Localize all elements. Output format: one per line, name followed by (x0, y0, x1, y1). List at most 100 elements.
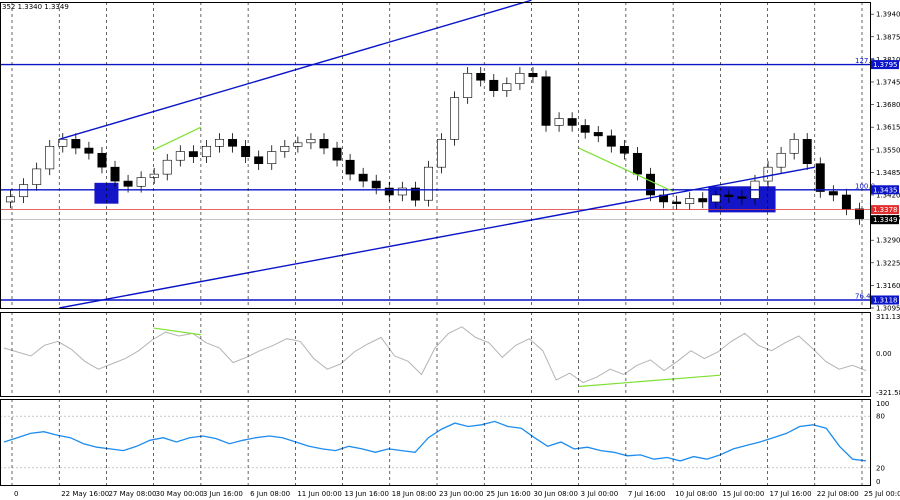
candle-body (84, 147, 94, 154)
price-level-label: 1.3795 (873, 61, 898, 69)
candle-body (541, 76, 551, 126)
rsi-pane-frame (0, 399, 871, 486)
fib-level-tag: 76.4 (855, 293, 871, 301)
candle-body (672, 201, 682, 204)
time-axis-label: 25 Jun 16:00 (486, 490, 530, 498)
price-axis-label: 1.3940 (876, 11, 900, 19)
candle-body (319, 139, 329, 149)
candle-body (58, 139, 68, 147)
candle-body (828, 191, 838, 196)
candle-body (776, 152, 786, 168)
price-axis-label: 1.3420 (876, 191, 900, 199)
candle-body (463, 72, 473, 98)
cci-axis-label: 311.138 (876, 313, 900, 321)
cci-pane-frame (0, 312, 871, 397)
candle-body (32, 168, 42, 185)
candle-body (685, 198, 695, 204)
candle-body (254, 156, 264, 164)
candle-body (371, 180, 381, 189)
candle-body (345, 159, 355, 175)
green-trendline (578, 147, 674, 193)
price-axis-label: 1.3225 (876, 259, 900, 267)
candle-body (789, 139, 799, 154)
candle-body (397, 187, 407, 196)
candle-body (489, 79, 499, 91)
price-level-label-box (871, 205, 899, 215)
candle-body (149, 173, 159, 178)
candle-body (841, 194, 851, 210)
cci-axis-label: -321.584 (876, 389, 900, 397)
price-level-label-box (871, 215, 899, 225)
time-axis-label: 27 May 08:00 (108, 490, 156, 498)
candle-body (110, 166, 120, 182)
green-trendline (153, 126, 202, 151)
time-axis-label: 30 Jun 08:00 (533, 490, 577, 498)
time-axis-label: 0 (14, 490, 18, 498)
candle-body (711, 194, 721, 203)
candle-body (136, 177, 146, 187)
candle-body (437, 139, 447, 168)
price-axis-label: 1.3095 (876, 305, 900, 313)
price-axis-label: 1.3550 (876, 146, 900, 154)
time-axis-label: 22 Jul 08:00 (817, 490, 859, 498)
rsi-axis-label: 0 (876, 478, 880, 486)
price-level-label-box (871, 295, 899, 305)
candle-body (358, 173, 368, 182)
candle-body (6, 196, 16, 203)
price-level-label: 1.3435 (873, 186, 898, 194)
time-axis-label: 11 Jun 00:00 (297, 490, 341, 498)
time-axis-label: 15 Jul 00:00 (722, 490, 764, 498)
price-pane-frame (0, 2, 871, 309)
candle-body (724, 194, 734, 198)
candle-body (215, 139, 224, 147)
rsi-axis-label: 20 (876, 464, 885, 472)
candle-body (580, 125, 590, 133)
candle-body (593, 132, 603, 137)
price-level-label: 1.3349 (873, 216, 898, 224)
candle-body (450, 97, 460, 140)
candle-body (19, 184, 29, 198)
time-axis-label: 22 May 16:00 (61, 490, 109, 498)
time-axis-label: 13 Jun 16:00 (345, 490, 389, 498)
price-level-label: 1.3118 (873, 297, 898, 305)
candle-body (619, 146, 629, 154)
candle-body (502, 83, 512, 91)
candle-body (698, 198, 708, 203)
cci-axis-label: 0.00 (876, 350, 892, 358)
candle-body (423, 166, 433, 201)
candle-body (293, 142, 303, 147)
candle-body (802, 139, 812, 164)
candle-body (384, 187, 394, 196)
candle-body (175, 151, 185, 161)
price-header: 352 1.3340 1.3349 (2, 3, 69, 11)
rsi-pane: 100 80 20 0 (0, 400, 889, 486)
time-axis-label: 25 Jul 00:00 (864, 490, 900, 498)
price-level-label: 1.3378 (873, 206, 898, 214)
candle-body (606, 135, 616, 147)
time-axis-label: 3 Jul 00:00 (581, 490, 619, 498)
time-axis-label: 6 Jun 08:00 (250, 490, 290, 498)
candle-body (815, 163, 825, 192)
price-level-label-box (871, 185, 899, 195)
price-axis-label: 1.3615 (876, 124, 900, 132)
cci-pane: 311.138 0.00 -321.584 (3, 313, 900, 397)
price-axis-label: 1.3290 (876, 237, 900, 245)
candle-body (410, 187, 420, 201)
candle-body (632, 152, 642, 175)
candle-body (201, 146, 211, 158)
candle-body (306, 139, 316, 144)
time-axis-label: 17 Jul 16:00 (770, 490, 812, 498)
price-level-label-box (871, 60, 899, 70)
candle-body (528, 72, 538, 78)
candle-body (241, 146, 251, 158)
price-axis-label: 1.3485 (876, 169, 900, 177)
fib-level-tag: 100.0 (855, 182, 875, 190)
support-zone (94, 182, 119, 204)
candle-body (267, 151, 277, 164)
time-axis-label: 23 Jun 00:00 (439, 490, 483, 498)
rsi-line (3, 420, 867, 462)
time-axis-label: 7 Jul 16:00 (628, 490, 666, 498)
candle-body (554, 118, 564, 126)
candle-body (332, 147, 342, 161)
